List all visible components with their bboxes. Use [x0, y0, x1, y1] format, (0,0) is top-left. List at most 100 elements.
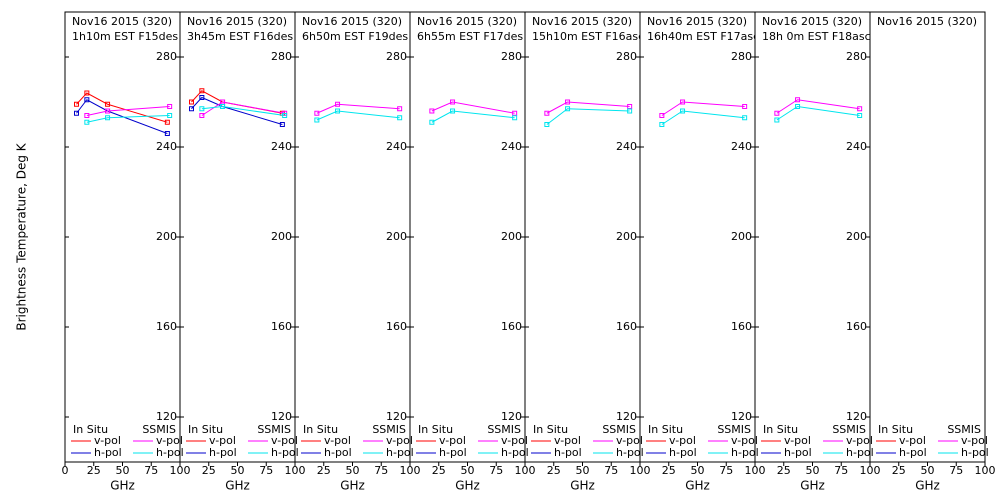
data-point — [105, 108, 111, 114]
data-point — [84, 119, 90, 125]
legend-label: h-pol — [669, 446, 697, 459]
y-tick-label: 160 — [501, 320, 522, 333]
panel-title: Nov16 2015 (320) — [762, 15, 862, 28]
panel: Nov16 2015 (320) 1h10m EST F15des — [72, 15, 178, 136]
series-line — [661, 110, 745, 125]
panel: Nov16 2015 (320) 6h55m EST F17des — [417, 15, 523, 125]
data-point — [795, 97, 801, 103]
data-point — [857, 106, 863, 112]
legend-label: h-pol — [386, 446, 414, 459]
legend-label: h-pol — [156, 446, 184, 459]
series-line — [776, 105, 860, 121]
x-tick-label: 50 — [461, 464, 475, 477]
legend-label: v-pol — [324, 434, 351, 447]
y-tick-label: 240 — [271, 140, 292, 153]
series-line — [76, 99, 168, 134]
y-tick-label: 120 — [386, 410, 407, 423]
legend-group-title: SSMIS — [947, 423, 981, 436]
data-point — [199, 95, 205, 100]
panel-subtitle: 1h10m EST F15des — [72, 30, 178, 43]
y-tick-label: 280 — [846, 50, 867, 63]
data-point — [105, 101, 111, 107]
data-point — [279, 122, 285, 127]
legend-label: h-pol — [94, 446, 122, 459]
legend-group-title: SSMIS — [717, 423, 751, 436]
legend-label: h-pol — [554, 446, 582, 459]
y-tick-label: 280 — [731, 50, 752, 63]
data-point — [167, 113, 173, 118]
x-axis-label: GHz — [455, 479, 480, 493]
data-point — [565, 99, 571, 105]
panel: Nov16 2015 (320) 15h10m EST F16asc — [532, 15, 644, 127]
legend-label: v-pol — [209, 434, 236, 447]
data-point — [680, 99, 686, 105]
x-tick-label: 25 — [777, 464, 791, 477]
x-tick-label: 75 — [949, 464, 963, 477]
data-point — [429, 108, 435, 114]
panel: Nov16 2015 (320) 6h50m EST F19des — [302, 15, 408, 123]
y-tick-label: 160 — [616, 320, 637, 333]
series-line — [191, 96, 283, 125]
y-tick-label: 160 — [386, 320, 407, 333]
legend-group-title: In Situ — [648, 423, 683, 436]
x-axis-label: GHz — [800, 479, 825, 493]
x-tick-label: 100 — [630, 464, 651, 477]
panel-subtitle: 18h 0m EST F18asc — [762, 30, 871, 43]
panel-subtitle: 3h45m EST F16des — [187, 30, 293, 43]
x-tick-label: 50 — [921, 464, 935, 477]
series-line — [76, 92, 168, 123]
legend-group-title: In Situ — [303, 423, 338, 436]
y-tick-label: 280 — [271, 50, 292, 63]
legend-group-title: SSMIS — [832, 423, 866, 436]
panel-subtitle: 15h10m EST F16asc — [532, 30, 644, 43]
legend-label: v-pol — [94, 434, 121, 447]
legend-group-title: In Situ — [73, 423, 108, 436]
y-tick-label: 200 — [846, 230, 867, 243]
x-tick-label: 100 — [975, 464, 996, 477]
x-tick-label: 75 — [604, 464, 618, 477]
panel-frame — [869, 11, 986, 463]
x-axis-label: GHz — [685, 479, 710, 493]
series-line — [316, 110, 400, 121]
panel-subtitle: 16h40m EST F17asc — [647, 30, 759, 43]
legend-label: v-pol — [156, 434, 183, 447]
data-point — [220, 104, 226, 109]
y-tick-label: 120 — [271, 410, 292, 423]
data-point — [397, 115, 403, 121]
legend-label: v-pol — [616, 434, 643, 447]
legend-label: h-pol — [209, 446, 237, 459]
x-axis-label: GHz — [340, 479, 365, 493]
y-tick-label: 240 — [501, 140, 522, 153]
y-tick-label: 200 — [616, 230, 637, 243]
x-tick-label: 100 — [515, 464, 536, 477]
legend-label: h-pol — [846, 446, 874, 459]
panel-title: Nov16 2015 (320) — [647, 15, 747, 28]
x-tick-label: 100 — [860, 464, 881, 477]
y-tick-label: 200 — [271, 230, 292, 243]
legend-label: h-pol — [501, 446, 529, 459]
x-tick-label: 25 — [87, 464, 101, 477]
x-tick-label: 100 — [745, 464, 766, 477]
y-tick-label: 240 — [156, 140, 177, 153]
data-point — [199, 113, 205, 118]
y-tick-label: 120 — [846, 410, 867, 423]
legend-label: v-pol — [271, 434, 298, 447]
series-line — [86, 115, 170, 123]
legend-group-title: In Situ — [418, 423, 453, 436]
y-tick-label: 120 — [156, 410, 177, 423]
series-line — [201, 105, 285, 116]
data-point — [164, 131, 170, 136]
data-point — [512, 115, 518, 121]
x-axis-label: GHz — [915, 479, 940, 493]
data-point — [167, 104, 173, 109]
panel-title: Nov16 2015 (320) — [302, 15, 402, 28]
data-point — [450, 108, 456, 114]
panel-title: Nov16 2015 (320) — [877, 15, 977, 28]
data-point — [659, 113, 665, 118]
legend-label: h-pol — [784, 446, 812, 459]
data-point — [450, 99, 456, 105]
y-tick-label: 160 — [156, 320, 177, 333]
x-tick-label: 75 — [834, 464, 848, 477]
series-line — [431, 101, 515, 114]
